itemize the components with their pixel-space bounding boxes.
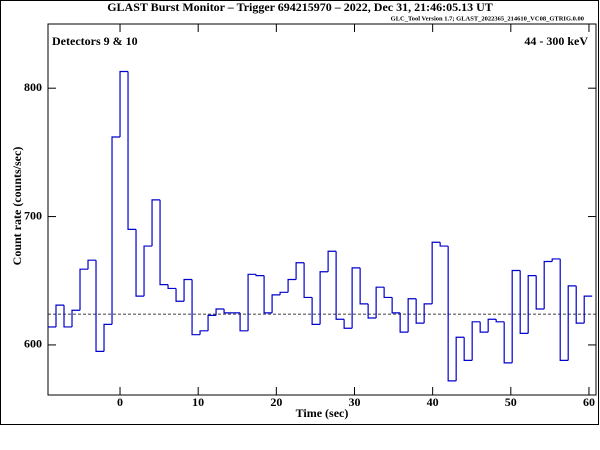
bin bbox=[559, 258, 569, 361]
bin bbox=[335, 251, 345, 320]
plot-area bbox=[47, 23, 597, 396]
bin bbox=[167, 284, 177, 290]
bin bbox=[135, 229, 145, 297]
bin bbox=[199, 330, 209, 335]
bin bbox=[495, 319, 505, 323]
bin bbox=[175, 288, 185, 302]
bin bbox=[551, 258, 561, 262]
bin bbox=[79, 268, 89, 311]
bin bbox=[119, 70, 129, 137]
bin bbox=[511, 269, 521, 363]
bin bbox=[263, 275, 273, 314]
bin bbox=[255, 274, 265, 277]
bin bbox=[55, 304, 65, 327]
annotation: 44 - 300 keV bbox=[524, 34, 588, 48]
bin bbox=[431, 241, 441, 304]
bin bbox=[87, 259, 97, 270]
annotation: Detectors 9 & 10 bbox=[52, 34, 138, 48]
bin bbox=[303, 262, 313, 299]
bin bbox=[527, 275, 537, 334]
bin bbox=[471, 321, 481, 361]
bin bbox=[391, 297, 401, 314]
x-tick-label: 50 bbox=[505, 395, 517, 409]
bin bbox=[487, 318, 497, 333]
y-axis-label: Count rate (counts/sec) bbox=[10, 147, 24, 266]
bin bbox=[367, 303, 377, 319]
bin bbox=[439, 242, 449, 247]
bin bbox=[239, 312, 249, 332]
x-tick-label: 40 bbox=[427, 395, 439, 409]
x-axis-label: Time (sec) bbox=[296, 406, 349, 420]
bin bbox=[183, 278, 193, 302]
bin bbox=[319, 271, 329, 325]
bin bbox=[503, 321, 513, 364]
bin bbox=[423, 303, 433, 324]
bin bbox=[159, 199, 169, 286]
bin bbox=[327, 250, 337, 272]
bin bbox=[151, 199, 161, 247]
bin bbox=[407, 298, 417, 333]
bin bbox=[415, 298, 425, 324]
bin bbox=[535, 275, 545, 310]
bin bbox=[287, 278, 297, 293]
y-tick-label: 600 bbox=[24, 337, 42, 351]
x-tick-label: 60 bbox=[583, 395, 595, 409]
bin bbox=[143, 245, 153, 297]
bin bbox=[279, 291, 289, 295]
bin bbox=[63, 305, 73, 328]
bin bbox=[247, 273, 257, 331]
bin bbox=[343, 319, 353, 329]
bin bbox=[311, 297, 321, 325]
bin bbox=[95, 260, 105, 352]
bin bbox=[271, 294, 281, 313]
bin bbox=[583, 295, 593, 324]
bin bbox=[375, 286, 385, 318]
bin bbox=[111, 136, 121, 325]
bin bbox=[479, 321, 489, 333]
bin bbox=[359, 267, 369, 305]
x-tick-label: 10 bbox=[192, 395, 204, 409]
x-tick-label: 30 bbox=[348, 395, 360, 409]
y-tick-label: 700 bbox=[24, 208, 42, 222]
bin bbox=[295, 262, 305, 280]
bin bbox=[103, 323, 113, 352]
bin bbox=[383, 287, 393, 299]
bin bbox=[399, 312, 409, 333]
bin bbox=[463, 337, 473, 361]
x-tick-label: 20 bbox=[270, 395, 282, 409]
bin bbox=[215, 308, 225, 316]
bin bbox=[71, 309, 81, 327]
bin bbox=[567, 285, 577, 361]
chart-title: GLAST Burst Monitor – Trigger 694215970 … bbox=[107, 0, 493, 14]
x-tick-label: 0 bbox=[117, 395, 123, 409]
bin bbox=[575, 285, 585, 324]
bin bbox=[519, 270, 529, 334]
bin bbox=[543, 260, 553, 309]
bin bbox=[127, 71, 137, 230]
bin bbox=[447, 246, 457, 382]
bin bbox=[191, 279, 201, 336]
bin bbox=[223, 308, 233, 314]
chart-subtitle: GLC_Tool Version 1.7; GLAST_2022365_2146… bbox=[391, 15, 584, 22]
bin bbox=[207, 314, 217, 331]
bin bbox=[455, 336, 465, 381]
y-tick-label: 800 bbox=[24, 80, 42, 94]
frame bbox=[0, 0, 599, 425]
bin bbox=[351, 267, 361, 329]
